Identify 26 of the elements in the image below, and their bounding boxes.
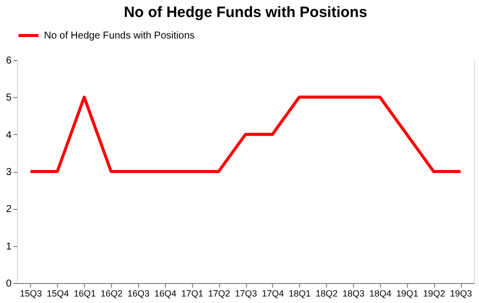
x-tick-label: 19Q2 xyxy=(423,288,446,298)
y-tick-label: 3 xyxy=(6,167,12,178)
x-tick-label: 18Q1 xyxy=(288,288,311,298)
x-tick-label: 19Q3 xyxy=(450,288,472,298)
x-tick-label: 19Q1 xyxy=(396,288,418,298)
y-tick-label: 5 xyxy=(6,92,12,104)
y-tick-label: 2 xyxy=(6,204,12,216)
legend-label: No of Hedge Funds with Positions xyxy=(44,30,195,42)
x-tick-label: 18Q4 xyxy=(369,288,392,298)
y-tick-label: 1 xyxy=(6,241,12,252)
y-tick-label: 0 xyxy=(6,278,12,290)
x-tick-label: 17Q3 xyxy=(234,288,258,298)
x-tick-label: 18Q2 xyxy=(316,288,338,298)
chart-title: No of Hedge Funds with Positions xyxy=(124,4,368,21)
x-tick-label: 18Q3 xyxy=(342,288,365,298)
x-tick-label: 16Q1 xyxy=(74,288,96,298)
x-tick-label: 15Q3 xyxy=(20,288,42,298)
x-tick-label: 17Q4 xyxy=(262,288,284,298)
x-tick-label: 16Q3 xyxy=(127,288,150,298)
x-tick-label: 17Q2 xyxy=(208,288,230,298)
x-tick-label: 17Q1 xyxy=(181,288,204,298)
x-tick-label: 16Q4 xyxy=(154,288,176,298)
y-tick-label: 4 xyxy=(6,130,12,141)
y-tick-label: 6 xyxy=(6,56,12,66)
x-tick-label: 15Q4 xyxy=(46,288,69,298)
x-tick-label: 16Q2 xyxy=(100,288,123,298)
